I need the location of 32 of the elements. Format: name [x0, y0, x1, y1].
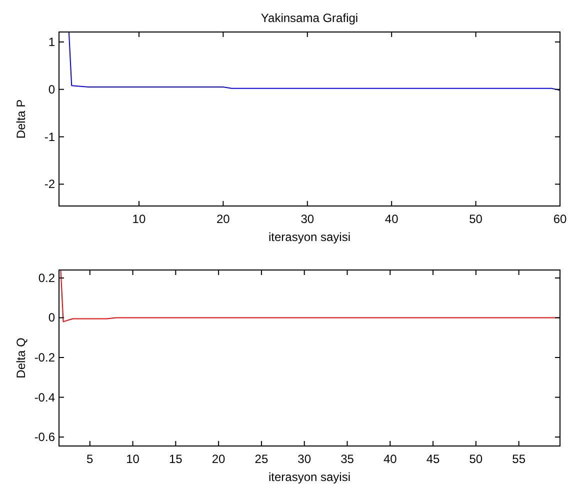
x-tick-label: 40 [383, 452, 398, 466]
x-tick-label: 40 [384, 212, 399, 226]
x-tick-label: 20 [212, 452, 226, 466]
x-axis-title: iterasyon sayisi [268, 230, 351, 244]
x-tick-label: 10 [126, 452, 140, 466]
x-tick-label: 50 [469, 212, 483, 226]
x-tick-label: 25 [254, 452, 268, 466]
y-tick-label: 0 [48, 82, 56, 96]
y-tick-label: -0.4 [34, 390, 56, 404]
x-tick-label: 50 [469, 452, 483, 466]
x-tick-label: 55 [512, 452, 526, 466]
x-axis-title: iterasyon sayisi [268, 470, 351, 484]
line-series [68, 32, 560, 91]
chart-title: Yakinsama Grafigi [260, 11, 358, 25]
x-tick-label: 5 [86, 452, 94, 466]
x-tick-label: 35 [340, 452, 354, 466]
x-tick-label: 15 [168, 452, 183, 466]
x-tick-label: 10 [132, 212, 146, 226]
x-tick-label: 30 [300, 212, 314, 226]
y-tick-label: 0 [48, 310, 56, 325]
y-tick-label: 1 [48, 34, 56, 49]
y-tick-label: -0.6 [34, 430, 56, 444]
y-axis-title: Delta P [14, 99, 28, 139]
y-tick-label: 0.2 [38, 270, 56, 285]
x-tick-label: 60 [553, 212, 567, 226]
y-tick-label: -0.2 [34, 350, 56, 365]
y-tick-label: -1 [44, 130, 56, 144]
x-tick-label: 30 [298, 452, 312, 466]
y-tick-label: -2 [44, 177, 56, 192]
x-tick-label: 45 [426, 452, 440, 466]
y-axis-title: Delta Q [14, 338, 28, 378]
x-tick-label: 20 [216, 212, 230, 226]
